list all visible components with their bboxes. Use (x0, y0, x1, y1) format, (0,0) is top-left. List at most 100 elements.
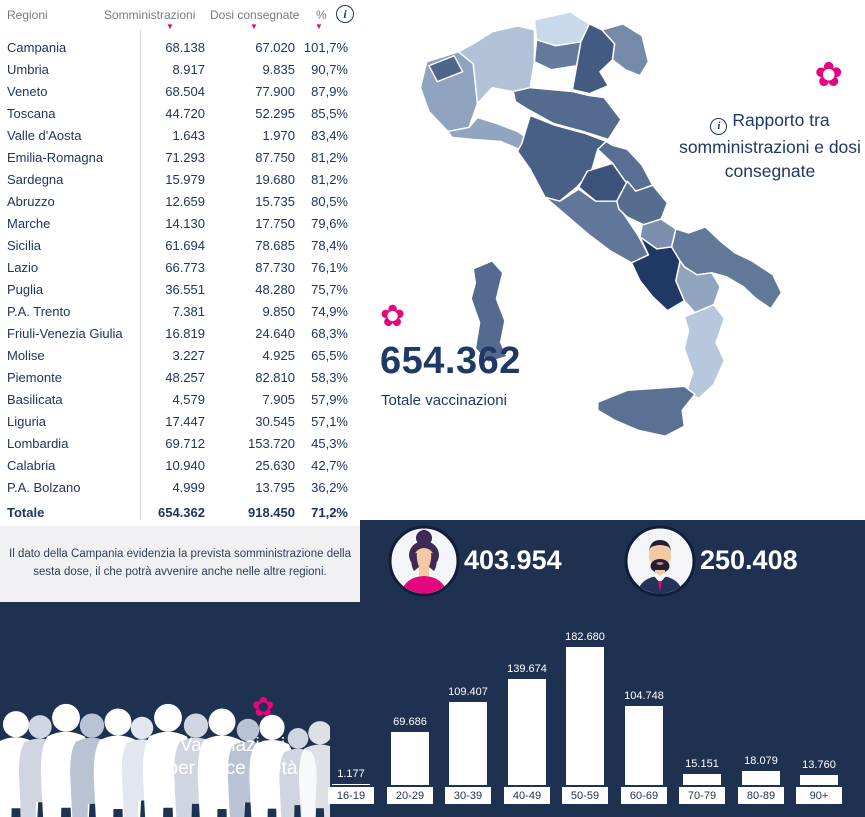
table-row[interactable]: Campania 68.138 67.020 101,7% (0, 36, 348, 58)
table-row[interactable]: Valle d'Aosta 1.643 1.970 83,4% (0, 124, 348, 146)
region-name: Umbria (7, 61, 49, 77)
cell-dosi: 7.905 (262, 391, 295, 407)
bar-category-label: 70-79 (679, 787, 725, 804)
cell-somministrazioni: 14.130 (165, 215, 205, 231)
cell-pct: 81,2% (311, 149, 348, 165)
table-row[interactable]: Piemonte 48.257 82.810 58,3% (0, 366, 348, 388)
table-row[interactable]: P.A. Bolzano 4.999 13.795 36,2% (0, 476, 348, 498)
col-header-pct[interactable]: % (316, 8, 327, 22)
cell-pct: 65,5% (311, 347, 348, 363)
cell-pct: 68,3% (311, 325, 348, 341)
table-row[interactable]: Umbria 8.917 9.835 90,7% (0, 58, 348, 80)
region-name: Abruzzo (7, 193, 55, 209)
table-row[interactable]: Liguria 17.447 30.545 57,1% (0, 410, 348, 432)
table-row[interactable]: Marche 14.130 17.750 79,6% (0, 212, 348, 234)
bar-value-label: 182.680 (565, 631, 605, 643)
sort-icon[interactable]: ▼ (250, 22, 258, 31)
age-band: ✿ Vaccinazioni per fasce di età 1.177 16-… (0, 602, 865, 817)
female-avatar[interactable] (388, 525, 460, 597)
sort-icon[interactable]: ▼ (315, 22, 323, 31)
region-name: Lombardia (7, 435, 69, 451)
table-row[interactable]: Friuli-Venezia Giulia 16.819 24.640 68,3% (0, 322, 348, 344)
cell-pct: 87,9% (311, 83, 348, 99)
table-row[interactable]: Sicilia 61.694 78.685 78,4% (0, 234, 348, 256)
map-region-emilia[interactable] (512, 86, 622, 141)
campania-note: Il dato della Campania evidenzia la prev… (0, 526, 360, 602)
table-row[interactable]: Toscana 44.720 52.295 85,5% (0, 102, 348, 124)
sort-icon[interactable]: ▼ (166, 22, 174, 31)
map-region-veneto[interactable] (571, 23, 616, 95)
cell-dosi: 77.900 (255, 83, 295, 99)
bar-group: 15.151 70-79 (673, 612, 731, 804)
map-region-lombardia[interactable] (457, 25, 536, 105)
bar[interactable] (391, 732, 429, 785)
bar[interactable] (508, 679, 546, 785)
table-row[interactable]: Abruzzo 12.659 15.735 80,5% (0, 190, 348, 212)
bar[interactable] (625, 706, 663, 785)
cell-pct: 42,7% (311, 457, 348, 473)
cell-dosi: 78.685 (255, 237, 295, 253)
italy-choropleth-map (419, 11, 783, 437)
region-name: Liguria (7, 413, 47, 429)
male-count: 250.408 (700, 545, 798, 575)
region-name: Calabria (7, 457, 56, 473)
cell-pct: 36,2% (311, 479, 348, 495)
map-region-basilicata[interactable] (675, 260, 721, 314)
table-row[interactable]: Lazio 66.773 87.730 76,1% (0, 256, 348, 278)
bar-value-label: 1.177 (337, 768, 365, 780)
map-region-fvg[interactable] (601, 23, 650, 77)
map-caption-text: Rapporto tra somministrazioni e dosi con… (679, 110, 861, 182)
cell-dosi: 67.020 (255, 39, 295, 55)
total-vaccinations-label: Totale vaccinazioni (381, 392, 507, 409)
table-row[interactable]: Veneto 68.504 77.900 87,9% (0, 80, 348, 102)
table-row[interactable]: Basilicata 4.579 7.905 57,9% (0, 388, 348, 410)
bar[interactable] (742, 771, 780, 785)
bar[interactable] (449, 702, 487, 785)
bar-group: 139.674 40-49 (498, 612, 556, 804)
map-region-sardegna[interactable] (470, 260, 508, 364)
region-name: Marche (7, 215, 51, 231)
table-row[interactable]: Lombardia 69.712 153.720 45,3% (0, 432, 348, 454)
table-row[interactable]: Emilia-Romagna 71.293 87.750 81,2% (0, 146, 348, 168)
table-row[interactable]: Molise 3.227 4.925 65,5% (0, 344, 348, 366)
table-row[interactable]: P.A. Trento 7.381 9.850 74,9% (0, 300, 348, 322)
map-region-vda[interactable] (428, 55, 464, 83)
cell-somministrazioni: 8.917 (172, 61, 205, 77)
info-icon[interactable]: i (710, 118, 728, 136)
map-region-sicilia[interactable] (597, 385, 696, 437)
cell-somministrazioni: 48.257 (165, 369, 205, 385)
cell-pct: 45,3% (311, 435, 348, 451)
region-name: Piemonte (7, 369, 62, 385)
bar-value-label: 69.686 (393, 716, 427, 728)
region-name: P.A. Trento (7, 303, 71, 319)
bar[interactable] (800, 775, 838, 785)
col-header-somministrazioni[interactable]: Somministrazioni (104, 8, 196, 22)
bar[interactable] (683, 774, 721, 785)
cell-pct: 80,5% (311, 193, 348, 209)
bar[interactable] (566, 647, 604, 785)
crowd-silhouette-image (0, 703, 330, 817)
table-row[interactable]: Calabria 10.940 25.630 42,7% (0, 454, 348, 476)
info-icon[interactable]: i (336, 5, 354, 23)
male-avatar[interactable] (624, 525, 696, 597)
region-name: Sardegna (7, 171, 64, 187)
region-name: Basilicata (7, 391, 63, 407)
map-region-lazio[interactable] (544, 188, 650, 264)
table-row[interactable]: Sardegna 15.979 19.680 81,2% (0, 168, 348, 190)
female-count: 403.954 (464, 545, 562, 575)
region-name: Friuli-Venezia Giulia (7, 325, 123, 341)
col-header-regioni[interactable]: Regioni (7, 8, 48, 22)
bar[interactable] (332, 784, 370, 785)
bar-category-label: 60-69 (621, 787, 667, 804)
bar-category-label: 30-39 (445, 787, 491, 804)
region-name: Puglia (7, 281, 44, 297)
cell-dosi: 15.735 (255, 193, 295, 209)
col-header-dosi-consegnate[interactable]: Dosi consegnate (210, 8, 300, 22)
region-name: Veneto (7, 83, 48, 99)
cell-dosi: 30.545 (255, 413, 295, 429)
cell-somministrazioni: 10.940 (165, 457, 205, 473)
table-row[interactable]: Puglia 36.551 48.280 75,7% (0, 278, 348, 300)
map-region-calabria[interactable] (683, 304, 726, 399)
map-caption: i Rapporto tra somministrazioni e dosi co… (679, 108, 861, 183)
bar-category-label: 16-19 (328, 787, 374, 804)
